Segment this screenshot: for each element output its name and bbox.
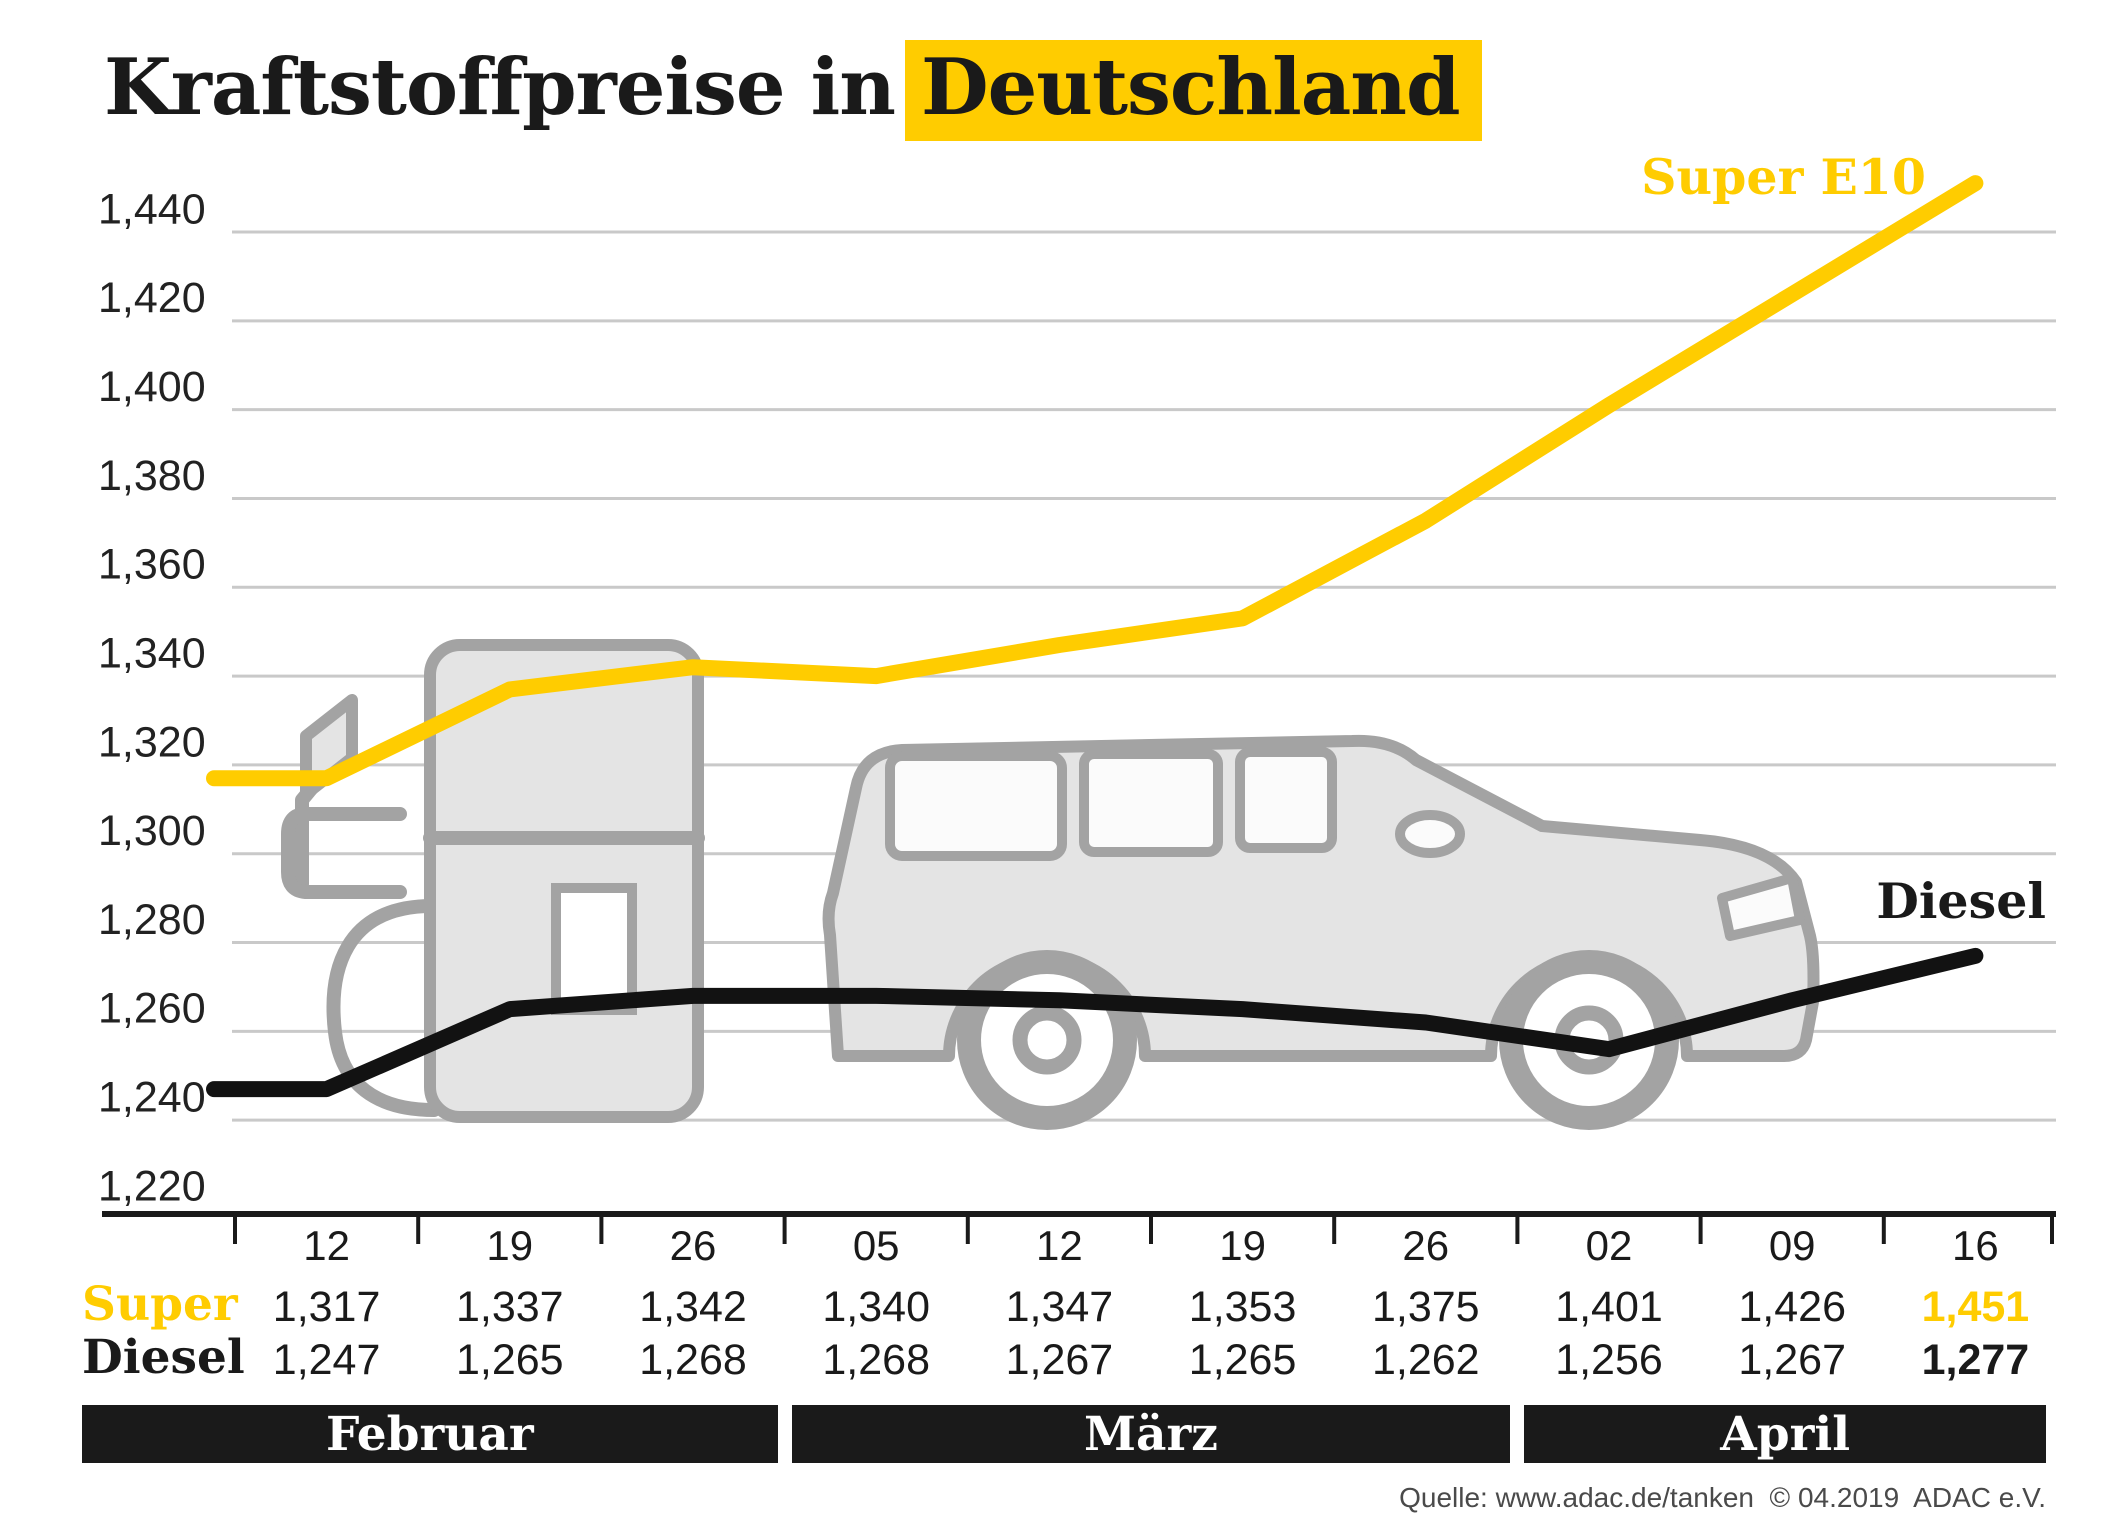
y-axis-tick-label: 1,340 — [98, 629, 206, 677]
x-axis-date-label: 12 — [303, 1222, 350, 1269]
x-axis-date-label: 05 — [852, 1222, 900, 1269]
diesel-price-value: 1,247 — [272, 1336, 381, 1384]
super-price-value: 1,375 — [1371, 1283, 1480, 1331]
x-axis-date-label: 09 — [1768, 1222, 1816, 1269]
car-headlight — [1717, 873, 1805, 941]
fuel-pump-illustration — [281, 639, 705, 1123]
super-price-value: 1,401 — [1555, 1283, 1663, 1331]
y-axis-tick-label: 1,240 — [98, 1074, 206, 1122]
car-mirror — [1395, 810, 1465, 858]
super-price-value: 1,426 — [1738, 1283, 1846, 1331]
super-price-value: 1,353 — [1188, 1283, 1297, 1331]
super-price-value: 1,340 — [822, 1283, 930, 1331]
super-price-value: 1,342 — [639, 1283, 747, 1331]
super-price-value: 1,317 — [272, 1283, 381, 1331]
x-axis-date-label: 19 — [486, 1222, 534, 1269]
month-band-februar: Februar — [82, 1405, 778, 1463]
super-e10-price-line — [206, 175, 1984, 787]
y-axis-tick-label: 1,380 — [98, 452, 206, 500]
super-price-value: 1,347 — [1005, 1283, 1114, 1331]
page-title: Kraftstoffpreise in Deutschland — [104, 40, 1482, 141]
y-axis-tick-label: 1,320 — [98, 718, 206, 766]
diesel-series-label: Diesel — [1876, 872, 2046, 930]
diesel-price-value: 1,256 — [1555, 1336, 1663, 1384]
y-axis-tick-label: 1,400 — [98, 363, 206, 411]
y-axis-tick-label: 1,280 — [98, 896, 206, 944]
x-axis-ticks — [233, 1214, 2054, 1244]
diesel-price-value: 1,268 — [822, 1336, 930, 1384]
y-axis-tick-label: 1,360 — [98, 541, 206, 589]
series-lines — [206, 175, 1984, 1098]
diesel-price-value: 1,267 — [1738, 1336, 1846, 1384]
y-axis-tick-label: 1,440 — [98, 185, 206, 233]
title-highlight: Deutschland — [905, 40, 1482, 141]
y-axis-tick-label: 1,220 — [98, 1162, 206, 1210]
pump-nozzle-holder — [281, 807, 407, 899]
diesel-price-value: 1,265 — [455, 1336, 564, 1384]
y-axis-labels: 1,220 1,240 1,260 1,280 1,300 1,320 1,340 1,360… — [98, 185, 206, 1210]
car-window-middle — [1079, 749, 1223, 857]
super-price-value: 1,451 — [1921, 1283, 2030, 1331]
y-axis-tick-label: 1,260 — [98, 985, 206, 1033]
car-window-front — [1235, 747, 1337, 853]
pump-nozzle-slot — [551, 883, 637, 1015]
y-axis-tick-label: 1,300 — [98, 807, 206, 855]
car-rear-wheel — [957, 950, 1137, 1130]
diesel-price-value: 1,267 — [1005, 1336, 1114, 1384]
source-note: Quelle: www.adac.de/tanken © 04.2019 ADA… — [1399, 1482, 2046, 1513]
diesel-price-line — [206, 947, 1984, 1098]
table-row-super-values: 1,317 1,337 1,342 1,340 1,347 1,353 1,375 1,401… — [235, 1283, 2067, 1332]
car-rear-wheel-hub — [1012, 1005, 1082, 1075]
table-row-diesel-values: 1,247 1,265 1,268 1,268 1,267 1,265 1,262 1,256… — [235, 1336, 2067, 1385]
x-axis-date-label: 26 — [669, 1222, 717, 1269]
pump-hose — [326, 899, 441, 1117]
table-row-label-diesel: Diesel — [82, 1330, 245, 1385]
title-text: Kraftstoffpreise in — [104, 42, 896, 133]
x-axis-date-label: 26 — [1402, 1222, 1450, 1269]
x-axis-date-label: 19 — [1219, 1222, 1266, 1269]
diesel-price-value: 1,268 — [639, 1336, 747, 1384]
diesel-price-value: 1,262 — [1371, 1336, 1480, 1384]
x-axis-date-labels: 12 19 26 05 12 19 26 02 09 16 — [235, 1222, 2067, 1270]
x-axis-date-label: 02 — [1585, 1222, 1633, 1269]
car-illustration — [822, 734, 1820, 1130]
month-band-märz: März — [791, 1405, 1511, 1463]
super-price-value: 1,337 — [455, 1283, 564, 1331]
table-row-label-super: Super — [82, 1277, 238, 1332]
super-e10-series-label: Super E10 — [1641, 148, 1926, 206]
x-axis-date-label: 12 — [1036, 1222, 1083, 1269]
x-axis-date-label: 16 — [1952, 1222, 1999, 1269]
car-window-rear — [885, 751, 1067, 861]
y-axis-tick-label: 1,420 — [98, 274, 206, 322]
month-band-april: April — [1524, 1405, 2046, 1463]
diesel-price-value: 1,277 — [1921, 1336, 2030, 1384]
diesel-price-value: 1,265 — [1188, 1336, 1297, 1384]
